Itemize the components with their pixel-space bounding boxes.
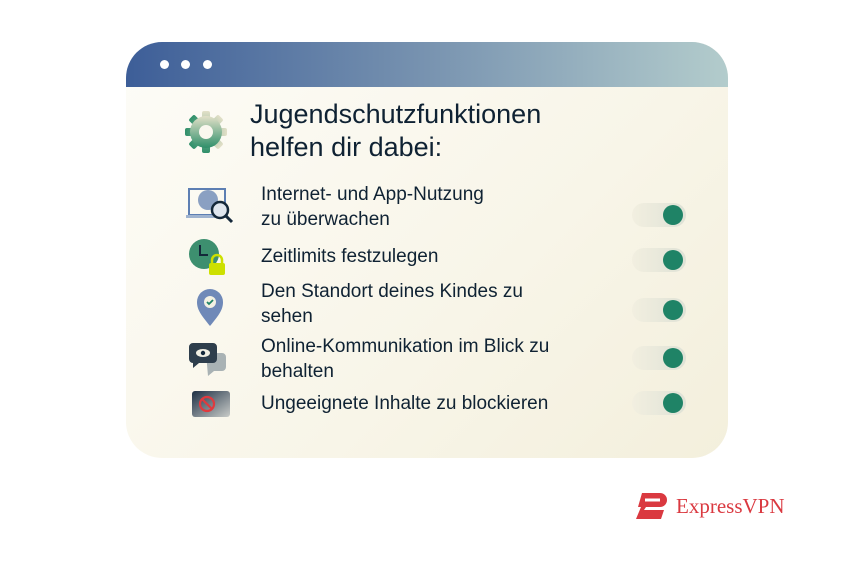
feature-label: Zeitlimits festzulegen [261, 244, 438, 269]
toggle-communication[interactable] [632, 346, 686, 370]
toggle-block-content[interactable] [632, 391, 686, 415]
title-line: Jugendschutzfunktionen [250, 99, 542, 129]
clock-lock-icon [189, 239, 225, 275]
feature-line: Zeitlimits festzulegen [261, 246, 439, 267]
toggle-internet-monitoring[interactable] [632, 203, 686, 227]
expressvpn-logo-icon [636, 493, 667, 519]
toggle-location[interactable] [632, 298, 686, 322]
toggle-knob [663, 300, 683, 320]
feature-line: zu überwachen [261, 209, 390, 230]
toggle-knob [663, 205, 683, 225]
window-title-bar [126, 42, 728, 87]
feature-label: Ungeeignete Inhalte zu blockieren [261, 391, 548, 416]
feature-line: Online-Kommunikation im Blick zu [261, 336, 550, 357]
window-dot [181, 60, 190, 69]
feature-line: Internet- und App-Nutzung [261, 184, 484, 205]
feature-label: Internet- und App-Nutzung zu überwachen [261, 182, 484, 232]
monitor-search-icon [186, 188, 234, 224]
page-title: Jugendschutzfunktionen helfen dir dabei: [250, 98, 541, 164]
window-dot [203, 60, 212, 69]
blocked-content-icon [192, 391, 230, 417]
feature-line: Den Standort deines Kindes zu [261, 281, 523, 302]
chat-eye-icon [189, 343, 226, 376]
location-pin-icon [197, 289, 223, 326]
browser-window-card: Jugendschutzfunktionen helfen dir dabei:… [126, 42, 728, 458]
toggle-time-limits[interactable] [632, 248, 686, 272]
expressvpn-logo: ExpressVPN [632, 491, 785, 521]
title-line: helfen dir dabei: [250, 132, 443, 162]
brand-name: ExpressVPN [676, 493, 785, 518]
toggle-knob [663, 250, 683, 270]
feature-line: sehen [261, 306, 313, 327]
feature-label: Den Standort deines Kindes zu sehen [261, 279, 523, 329]
feature-label: Online-Kommunikation im Blick zu behalte… [261, 334, 549, 384]
toggle-knob [663, 348, 683, 368]
feature-line: Ungeeignete Inhalte zu blockieren [261, 393, 549, 414]
gear-icon [185, 111, 227, 153]
window-dot [160, 60, 169, 69]
toggle-knob [663, 393, 683, 413]
feature-line: behalten [261, 361, 334, 382]
